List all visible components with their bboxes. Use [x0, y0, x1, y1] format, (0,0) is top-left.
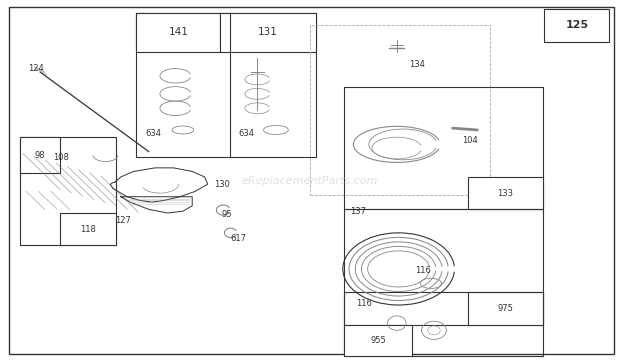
Bar	[20, 137, 116, 245]
Text: 131: 131	[258, 27, 278, 38]
Text: 108: 108	[53, 153, 69, 161]
Text: 955: 955	[370, 336, 386, 345]
Text: 141: 141	[168, 27, 188, 38]
Text: 133: 133	[497, 189, 513, 197]
Bar	[544, 9, 609, 42]
Bar	[468, 177, 542, 209]
Text: 617: 617	[231, 234, 247, 243]
Text: 116: 116	[415, 266, 432, 275]
Bar	[60, 213, 116, 245]
Text: 634: 634	[239, 129, 255, 138]
Text: 118: 118	[80, 225, 96, 234]
Text: eReplacementParts.com: eReplacementParts.com	[242, 175, 378, 186]
Text: 634: 634	[146, 129, 162, 138]
Bar	[344, 87, 542, 209]
Text: 975: 975	[497, 304, 513, 313]
Bar	[136, 13, 220, 52]
Text: 124: 124	[28, 64, 43, 73]
Bar	[310, 25, 490, 195]
Bar	[220, 13, 316, 52]
Text: 130: 130	[214, 180, 230, 188]
Text: 116: 116	[356, 299, 373, 308]
Bar	[344, 292, 542, 356]
Bar	[136, 13, 316, 157]
Bar	[344, 325, 412, 356]
Bar	[344, 209, 542, 325]
Text: 134: 134	[409, 61, 425, 69]
Text: 98: 98	[35, 151, 45, 160]
Text: 95: 95	[222, 210, 232, 219]
Text: 104: 104	[462, 136, 477, 145]
Bar	[468, 292, 542, 325]
Text: 125: 125	[565, 20, 588, 30]
Bar	[20, 137, 60, 173]
Text: 127: 127	[115, 216, 131, 225]
Text: 137: 137	[350, 207, 366, 216]
